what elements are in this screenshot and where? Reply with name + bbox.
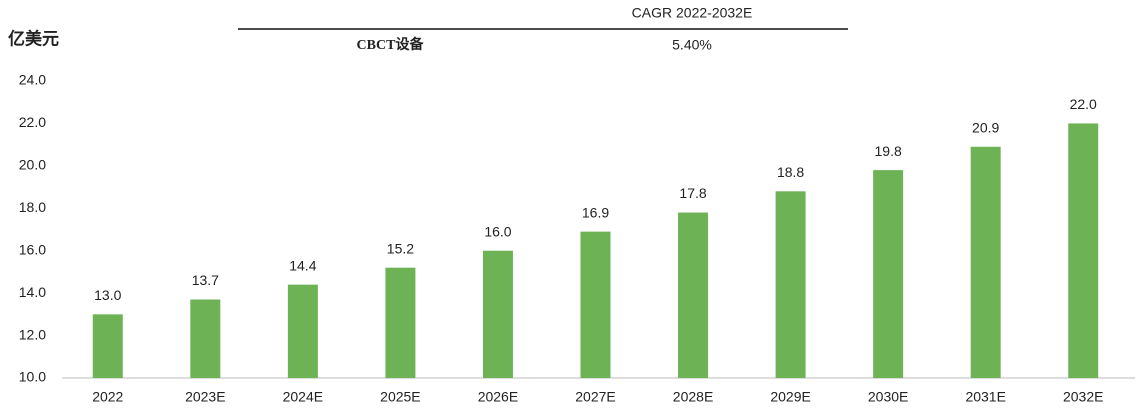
value-label: 20.9 bbox=[972, 119, 999, 135]
bar bbox=[970, 146, 1001, 378]
y-tick-label: 14.0 bbox=[19, 284, 46, 300]
value-label: 16.9 bbox=[582, 204, 609, 220]
value-label: 13.0 bbox=[94, 287, 121, 303]
bar bbox=[775, 191, 806, 378]
bar bbox=[678, 212, 709, 378]
bar bbox=[1068, 123, 1099, 378]
x-tick-label: 2022 bbox=[92, 389, 123, 405]
bar bbox=[580, 231, 611, 378]
y-tick-label: 18.0 bbox=[19, 199, 46, 215]
x-tick-label: 2030E bbox=[868, 389, 908, 405]
x-tick-label: 2029E bbox=[770, 389, 810, 405]
value-label: 16.0 bbox=[484, 223, 511, 239]
value-label: 22.0 bbox=[1070, 96, 1097, 112]
x-tick-label: 2024E bbox=[283, 389, 323, 405]
value-label: 17.8 bbox=[679, 185, 706, 201]
table-row-label: CBCT设备 bbox=[357, 36, 425, 53]
value-label: 13.7 bbox=[192, 272, 219, 288]
y-tick-label: 16.0 bbox=[19, 241, 46, 257]
x-tick-label: 2023E bbox=[185, 389, 225, 405]
value-label: 15.2 bbox=[387, 240, 414, 256]
y-tick-label: 12.0 bbox=[19, 326, 46, 342]
table-row-value: 5.40% bbox=[672, 37, 712, 53]
y-tick-label: 22.0 bbox=[19, 114, 46, 130]
x-tick-label: 2025E bbox=[380, 389, 420, 405]
y-tick-label: 10.0 bbox=[19, 369, 46, 385]
bar bbox=[873, 170, 904, 378]
x-tick-label: 2028E bbox=[673, 389, 713, 405]
x-tick-label: 2032E bbox=[1063, 389, 1103, 405]
bar bbox=[287, 284, 318, 378]
bar bbox=[385, 267, 416, 378]
value-label: 18.8 bbox=[777, 164, 804, 180]
bar bbox=[190, 299, 221, 378]
x-tick-label: 2027E bbox=[575, 389, 615, 405]
y-axis-label: 亿美元 bbox=[8, 28, 59, 48]
table-header: CAGR 2022-2032E bbox=[632, 5, 753, 21]
y-tick-label: 20.0 bbox=[19, 157, 46, 173]
x-tick-label: 2026E bbox=[478, 389, 518, 405]
x-tick-label: 2031E bbox=[965, 389, 1005, 405]
bar bbox=[92, 314, 123, 378]
value-label: 14.4 bbox=[289, 257, 316, 273]
bar bbox=[482, 250, 513, 378]
value-label: 19.8 bbox=[875, 143, 902, 159]
y-tick-label: 24.0 bbox=[19, 72, 46, 88]
